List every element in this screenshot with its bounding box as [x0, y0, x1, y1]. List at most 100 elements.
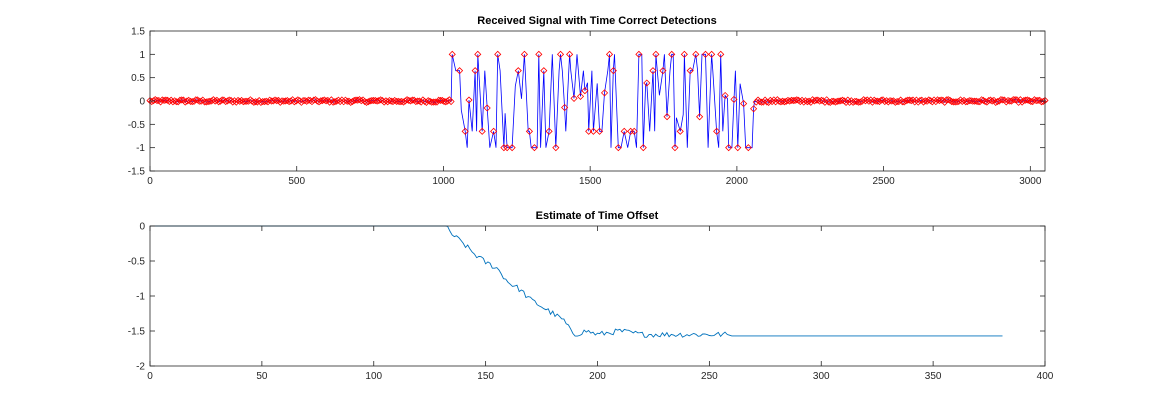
- x-tick-label: 2500: [872, 176, 895, 187]
- detection-marker: [810, 97, 818, 105]
- detection-marker: [259, 98, 267, 106]
- detection-marker: [821, 98, 829, 106]
- detection-marker: [605, 50, 614, 58]
- detection-marker: [530, 144, 538, 152]
- y-tick-label: -0.5: [128, 257, 146, 268]
- x-tick-label: 3000: [1019, 176, 1042, 187]
- detection-marker: [826, 98, 834, 106]
- offset-line: [150, 225, 1003, 338]
- chart-title: Estimate of Time Offset: [536, 210, 659, 222]
- detection-marker: [1020, 96, 1028, 105]
- detection-marker: [267, 97, 276, 105]
- detection-marker: [239, 98, 247, 106]
- detection-marker: [765, 98, 773, 106]
- detection-marker: [327, 96, 335, 104]
- y-tick-label: 0.5: [131, 73, 145, 84]
- detection-marker: [763, 98, 771, 106]
- detection-marker: [552, 144, 560, 152]
- detection-marker: [465, 96, 473, 104]
- x-tick-label: 1000: [432, 176, 455, 187]
- detection-marker: [204, 97, 212, 106]
- detection-marker: [921, 97, 929, 105]
- detection-marker: [907, 97, 915, 105]
- detection-marker: [609, 67, 617, 75]
- detection-marker: [566, 50, 574, 58]
- detection-marker: [520, 50, 528, 58]
- detection-marker: [570, 94, 578, 102]
- detection-marker: [190, 97, 198, 105]
- y-tick-label: 1.5: [131, 27, 145, 38]
- detection-marker: [366, 97, 374, 105]
- detection-marker: [153, 96, 161, 105]
- detection-marker: [1013, 96, 1021, 104]
- detection-marker: [169, 98, 177, 106]
- detection-marker: [216, 97, 224, 105]
- y-tick-label: -0.5: [128, 120, 146, 131]
- detection-marker: [156, 98, 165, 106]
- detection-marker: [181, 98, 189, 106]
- detection-marker: [561, 103, 569, 112]
- detection-marker: [817, 96, 825, 104]
- detection-marker: [686, 67, 694, 75]
- detection-marker: [556, 50, 565, 58]
- y-tick-label: -2: [136, 362, 145, 373]
- detection-marker: [1011, 96, 1019, 104]
- detection-marker: [389, 97, 397, 106]
- detection-marker: [162, 96, 170, 104]
- detection-marker: [447, 97, 455, 106]
- y-tick-label: -1.5: [128, 327, 146, 338]
- detection-marker: [380, 98, 388, 106]
- detection-marker: [659, 67, 667, 75]
- detection-marker: [744, 144, 752, 152]
- detection-marker: [581, 87, 589, 95]
- detection-marker: [285, 98, 293, 106]
- detection-marker: [433, 98, 441, 106]
- detection-marker: [937, 96, 945, 104]
- detection-marker: [535, 50, 543, 58]
- detection-marker: [932, 98, 940, 106]
- detection-marker: [408, 96, 416, 104]
- detection-marker: [160, 96, 168, 104]
- detection-marker: [1018, 98, 1026, 106]
- detection-marker: [1006, 97, 1014, 105]
- detection-marker: [696, 113, 704, 121]
- detection-marker: [786, 97, 794, 105]
- detection-marker: [232, 98, 240, 106]
- detection-marker: [540, 67, 548, 75]
- detection-marker: [919, 98, 928, 106]
- detection-marker: [849, 98, 857, 106]
- x-tick-label: 250: [701, 371, 718, 382]
- detection-marker: [663, 113, 671, 121]
- detection-marker: [600, 89, 609, 97]
- detection-marker: [250, 98, 258, 106]
- plot-frame: [149, 225, 1046, 367]
- detection-marker: [874, 97, 882, 105]
- detection-marker: [988, 97, 996, 105]
- detection-marker: [643, 79, 651, 87]
- detection-marker: [373, 97, 381, 105]
- detection-marker: [188, 98, 196, 106]
- detection-marker: [164, 96, 172, 104]
- detection-marker: [838, 96, 847, 104]
- detection-marker: [676, 127, 684, 135]
- detection-marker: [422, 98, 430, 106]
- detection-marker: [752, 98, 760, 106]
- chart-title: Received Signal with Time Correct Detect…: [477, 15, 716, 27]
- detection-marker: [620, 127, 628, 135]
- x-tick-label: 500: [288, 176, 305, 187]
- detection-marker: [963, 98, 972, 106]
- detection-marker: [877, 96, 885, 104]
- detection-marker: [999, 96, 1007, 104]
- x-tick-label: 300: [813, 371, 830, 382]
- detection-marker: [935, 96, 943, 105]
- detection-marker: [981, 97, 989, 106]
- detection-marker: [1023, 96, 1031, 104]
- detection-marker: [805, 97, 813, 105]
- detection-marker: [902, 97, 910, 105]
- detection-marker: [772, 98, 780, 106]
- detection-marker: [407, 97, 415, 105]
- y-tick-label: -1: [136, 292, 145, 303]
- detection-marker: [976, 98, 984, 106]
- detection-marker: [294, 96, 302, 104]
- detection-marker: [854, 98, 862, 106]
